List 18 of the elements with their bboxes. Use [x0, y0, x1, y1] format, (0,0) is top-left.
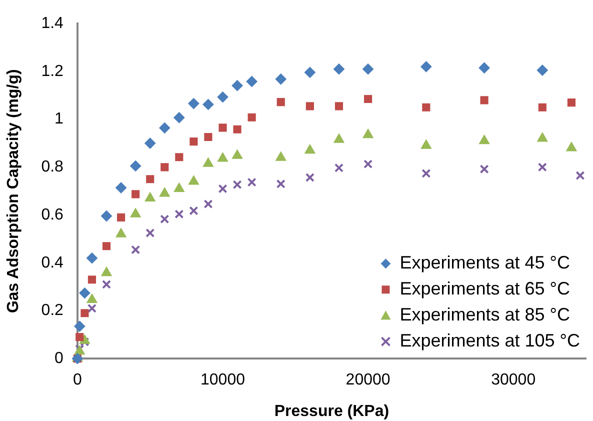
- legend-label: Experiments at 105 °C: [400, 330, 580, 351]
- y-tick-label: 0.8: [41, 158, 64, 176]
- y-tick-label: 0: [54, 350, 64, 368]
- legend-label: Experiments at 65 °C: [400, 278, 570, 299]
- y-tick-label: 1: [54, 110, 64, 128]
- legend-label: Experiments at 45 °C: [400, 252, 570, 273]
- y-tick-label: 1.4: [41, 15, 64, 32]
- y-tick-label: 1.2: [41, 62, 64, 80]
- x-tick-label: 30000: [491, 372, 536, 389]
- y-tick-label: 0.4: [41, 254, 64, 272]
- y-tick-label: 0.6: [41, 206, 64, 224]
- y-tick-label: 0.2: [41, 302, 64, 320]
- y-axis-title: Gas Adsorption Capacity (mg/g): [5, 69, 22, 314]
- x-tick-label: 20000: [346, 372, 390, 389]
- x-tick-label: 10000: [200, 372, 246, 389]
- x-tick-label: 0: [72, 372, 82, 389]
- x-axis-title: Pressure (KPa): [274, 402, 390, 420]
- legend-label: Experiments at 85 °C: [400, 304, 570, 325]
